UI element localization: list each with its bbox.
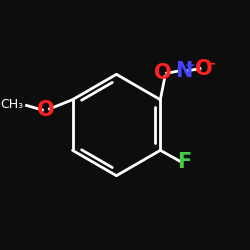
Text: CH₃: CH₃	[0, 98, 23, 111]
Text: +: +	[184, 59, 195, 72]
Text: O: O	[37, 100, 55, 120]
Text: O: O	[154, 63, 172, 83]
Text: F: F	[177, 152, 192, 172]
Text: −: −	[206, 57, 216, 70]
Text: N: N	[175, 61, 192, 81]
Text: O: O	[195, 58, 213, 78]
